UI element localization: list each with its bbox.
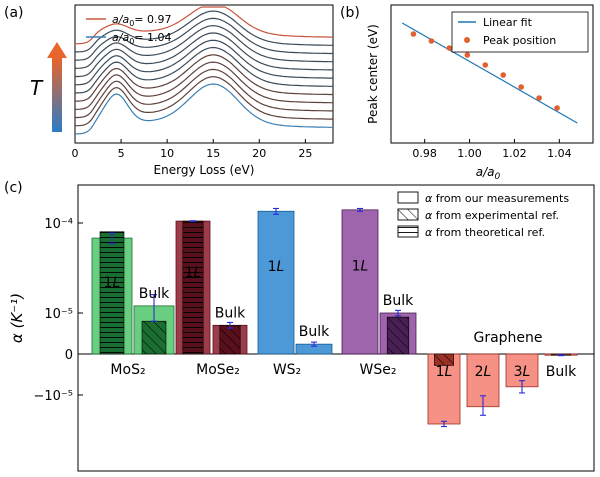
temperature-arrow-shaft	[52, 58, 62, 132]
spectrum-curve-5	[74, 32, 333, 78]
bar-label-MoSe₂-1L: 1L	[185, 265, 202, 281]
bar-label-Graphene-1L: 1L	[436, 364, 453, 380]
spectrum-curve-9	[74, 61, 333, 110]
legend-entry-horizontal: α from theoretical ref.	[425, 226, 545, 239]
legend-linear-fit-label: Linear fit	[483, 16, 533, 29]
legend-entry-diagonal: α from experimental ref.	[425, 209, 559, 222]
panel-b-legend-box	[451, 11, 589, 53]
peak-position-point	[554, 105, 560, 111]
panel-a-tick-label: 5	[118, 147, 125, 160]
panel-b-peak-vs-lattice: 0.98 1.00 1.02 1.04 a/a0 Peak center (eV) L…	[366, 4, 594, 182]
bar-label-Graphene-2L: 2L	[475, 364, 492, 380]
group-label-Graphene: Graphene	[473, 330, 542, 346]
legend-entry-none: α from our measurements	[425, 192, 569, 205]
panel-c-ylabel: α (K⁻¹)	[8, 293, 26, 343]
MoS₂-Bulk-ref-hatch	[142, 321, 166, 354]
panel-b-frame	[390, 4, 594, 144]
panel-a-tick-label: 20	[252, 147, 266, 160]
panel-a-legend: a/a0= 0.97 a/a0= 1.04	[86, 13, 172, 46]
panel-label-b: (b)	[340, 5, 360, 21]
peak-position-point	[428, 38, 435, 44]
peak-position-point	[518, 84, 524, 90]
MoS₂-1L-ref-hatch	[100, 231, 124, 354]
panel-a-tick-label: 15	[206, 147, 220, 160]
peak-position-point	[464, 52, 471, 58]
panel-a-xlabel: Energy Loss (eV)	[154, 163, 255, 177]
spectrum-curve-1	[74, 6, 333, 45]
spectrum-curve-7	[74, 46, 333, 94]
panel-a-curves	[74, 6, 333, 135]
panel-a-eels-spectra: 0 5 10 15 20 25 Energy Loss (eV) a/a0= 0.97 a…	[72, 4, 334, 177]
spectrum-curve-11	[75, 76, 333, 127]
panel-c-expansion-coefficients: 1L Bulk MoS₂ 1L Bulk MoSe₂ 1L Bulk WS₂ 1L Bulk WSe₂…	[8, 184, 595, 472]
group-label-MoSe₂: MoSe₂	[196, 362, 240, 378]
panel-a-tick-label: 10	[160, 147, 174, 160]
panel-b-tick-label: 0.98	[412, 147, 437, 160]
panel-b-xlabel: a/a0	[476, 165, 501, 182]
panel-b-plot	[401, 22, 578, 124]
spectrum-curve-12	[75, 83, 333, 135]
bar-label-WS₂-1L: 1L	[268, 259, 285, 275]
panel-c-tick-label: 0	[65, 348, 73, 363]
peak-position-point	[536, 95, 542, 101]
panel-b-xticks: 0.98 1.00 1.02 1.04	[412, 139, 572, 160]
bar-label-Graphene-Bulk: Bulk	[546, 364, 577, 380]
panel-c-tick-label: 10⁻⁴	[44, 217, 73, 232]
panel-b-legend: Linear fit Peak position	[451, 11, 589, 53]
panel-a-tick-label: 25	[298, 147, 312, 160]
spectrum-curve-3	[74, 17, 333, 61]
peak-position-point	[410, 31, 417, 37]
WSe₂-Bulk-ref-hatch	[387, 317, 409, 354]
legend-label-1.04: a/a0= 1.04	[112, 31, 172, 46]
panel-a-tick-label: 0	[72, 147, 79, 160]
Graphene-1L-ref-hatch	[434, 354, 454, 366]
legend-hatch-diagonal	[398, 209, 418, 220]
bar-label-MoSe₂-Bulk: Bulk	[215, 305, 246, 321]
temperature-arrow: T	[30, 42, 67, 132]
group-label-MoS₂: MoS₂	[110, 362, 145, 378]
panel-label-c: (c)	[4, 180, 23, 196]
panel-a-xticks: 0 5 10 15 20 25	[72, 139, 312, 160]
legend-label-0.97: a/a0= 0.97	[112, 13, 172, 28]
panel-c-yticks: 10⁻⁴ 10⁻⁵ 0 −10⁻⁵	[33, 217, 83, 404]
peak-position-point	[482, 62, 489, 68]
spectrum-curve-4	[74, 25, 333, 69]
group-label-WSe₂: WSe₂	[360, 362, 397, 378]
bar-label-WSe₂-Bulk: Bulk	[383, 293, 414, 309]
legend-swatch-none	[397, 191, 419, 204]
spectrum-curve-2	[74, 10, 333, 53]
spectrum-curve-6	[74, 39, 333, 86]
panel-a-frame	[74, 4, 334, 144]
peak-position-point	[500, 72, 507, 78]
bar-label-WS₂-Bulk: Bulk	[299, 324, 330, 340]
MoSe₂-1L-ref-hatch	[182, 221, 204, 354]
panel-c-tick-label: 10⁻⁵	[44, 307, 73, 322]
panel-b-ylabel: Peak center (eV)	[366, 24, 380, 124]
group-label-WS₂: WS₂	[273, 362, 301, 378]
panel-b-tick-label: 1.00	[457, 147, 482, 160]
bar-label-Graphene-3L: 3L	[514, 364, 531, 380]
spectrum-curve-10	[75, 68, 333, 119]
panel-label-a: (a)	[4, 5, 24, 21]
panel-c-frame	[77, 184, 595, 472]
legend-peak-position-marker	[464, 37, 470, 43]
spectrum-curve-8	[74, 54, 333, 102]
panel-c-legend: α from our measurements α from experiment…	[397, 191, 569, 239]
peak-position-point	[446, 45, 453, 51]
WS₂-1L-bar	[257, 210, 295, 355]
legend-hatch-horizontal	[398, 226, 418, 237]
panel-c-tick-label: −10⁻⁵	[33, 389, 73, 404]
WSe₂-1L-bar	[341, 209, 379, 355]
MoSe₂-Bulk-ref-hatch	[219, 325, 241, 354]
legend-peak-position-label: Peak position	[483, 34, 556, 47]
bar-label-WSe₂-1L: 1L	[352, 258, 369, 274]
temperature-arrow-head	[47, 42, 67, 58]
panel-b-tick-label: 1.02	[502, 147, 527, 160]
panel-c-bars: 1L Bulk MoS₂ 1L Bulk MoSe₂ 1L Bulk WS₂ 1L Bulk WSe₂…	[91, 207, 578, 428]
bar-label-MoS₂-1L: 1L	[104, 275, 121, 291]
temperature-symbol: T	[30, 76, 44, 100]
bar-label-MoS₂-Bulk: Bulk	[139, 286, 170, 302]
panel-b-tick-label: 1.04	[547, 147, 572, 160]
